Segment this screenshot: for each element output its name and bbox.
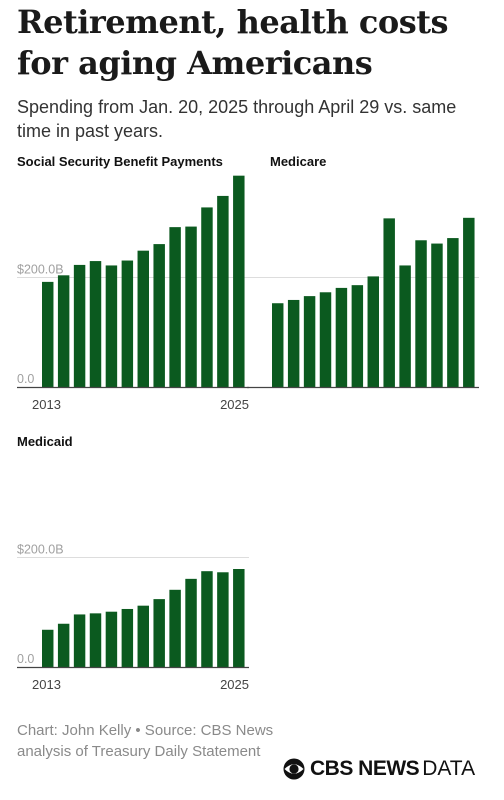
medicaid-y-tick-label-1: $200.0B: [17, 543, 64, 557]
social-security-x-tick-label-first: 2013: [32, 397, 61, 412]
chart-title: Retirement, health costs for aging Ameri…: [17, 3, 449, 82]
cbs-eye-icon: [283, 758, 305, 780]
social-security-x-tick-label-last: 2025: [220, 397, 249, 412]
medicare-bar-2022: [415, 240, 427, 387]
medicaid-bar-2021: [169, 589, 181, 667]
social-security-y-tick-label-0: 0.0: [17, 372, 34, 386]
medicaid-x-tick-label-last: 2025: [220, 677, 249, 692]
medicare-bar-2013: [272, 303, 284, 387]
medicare-bar-2021: [399, 265, 411, 387]
medicare-bar-2017: [335, 287, 348, 387]
medicaid-bar-2015: [73, 614, 86, 667]
social-security-bar-2023: [201, 207, 213, 387]
social-security-bar-2015: [73, 264, 86, 387]
medicare-bar-2014: [287, 299, 300, 387]
social-security-bar-2021: [169, 227, 181, 387]
social-security-bar-2019: [137, 250, 149, 387]
panel-title-medicare: Medicare: [270, 154, 327, 169]
medicaid-bar-2025: [233, 569, 245, 667]
medicaid-x-tick-label-first: 2013: [32, 677, 61, 692]
medicaid-bar-2024: [217, 572, 229, 667]
social-security-bar-2022: [185, 226, 197, 387]
medicaid-bar-2013: [42, 629, 54, 667]
social-security-bar-2024: [217, 195, 229, 387]
cbs-news-data-logo: CBS NEWS DATA: [283, 757, 475, 781]
social-security-bar-2020: [153, 244, 165, 387]
medicaid-bar-2020: [153, 599, 165, 667]
social-security-bar-2013: [42, 281, 54, 387]
social-security-bar-2025: [233, 175, 245, 387]
medicare-bar-2020: [383, 218, 395, 387]
chart-subtitle: Spending from Jan. 20, 2025 through Apri…: [17, 97, 457, 141]
medicare-bar-2025: [463, 217, 475, 387]
medicaid-bar-2022: [185, 578, 197, 667]
medicaid-bar-2023: [201, 571, 213, 667]
panel-title-social-security: Social Security Benefit Payments: [17, 154, 223, 169]
brand-name: CBS NEWS: [310, 757, 420, 780]
medicaid-bar-2017: [105, 611, 118, 667]
medicaid-bar-2018: [121, 608, 134, 667]
social-security-bar-2016: [89, 261, 102, 387]
medicare-bar-2018: [351, 285, 364, 387]
panel-title-medicaid: Medicaid: [17, 434, 73, 449]
medicaid-y-tick-label-0: 0.0: [17, 652, 34, 666]
medicaid-bar-2016: [89, 613, 102, 667]
social-security-y-tick-label-1: $200.0B: [17, 263, 64, 277]
medicare-bar-2023: [431, 243, 443, 387]
brand-suffix: DATA: [422, 757, 476, 780]
medicaid-bar-2014: [57, 623, 70, 667]
source-credit: Chart: John Kelly • Source: CBS News ana…: [17, 722, 274, 760]
medicare-bar-2024: [447, 238, 459, 387]
medicaid-bar-2019: [137, 605, 149, 667]
social-security-bar-2017: [105, 265, 118, 387]
medicare-bar-2016: [319, 292, 332, 387]
social-security-bar-2018: [121, 260, 134, 387]
medicare-bar-2015: [303, 296, 316, 387]
medicare-bar-2019: [367, 276, 379, 387]
social-security-bar-2014: [57, 275, 70, 387]
